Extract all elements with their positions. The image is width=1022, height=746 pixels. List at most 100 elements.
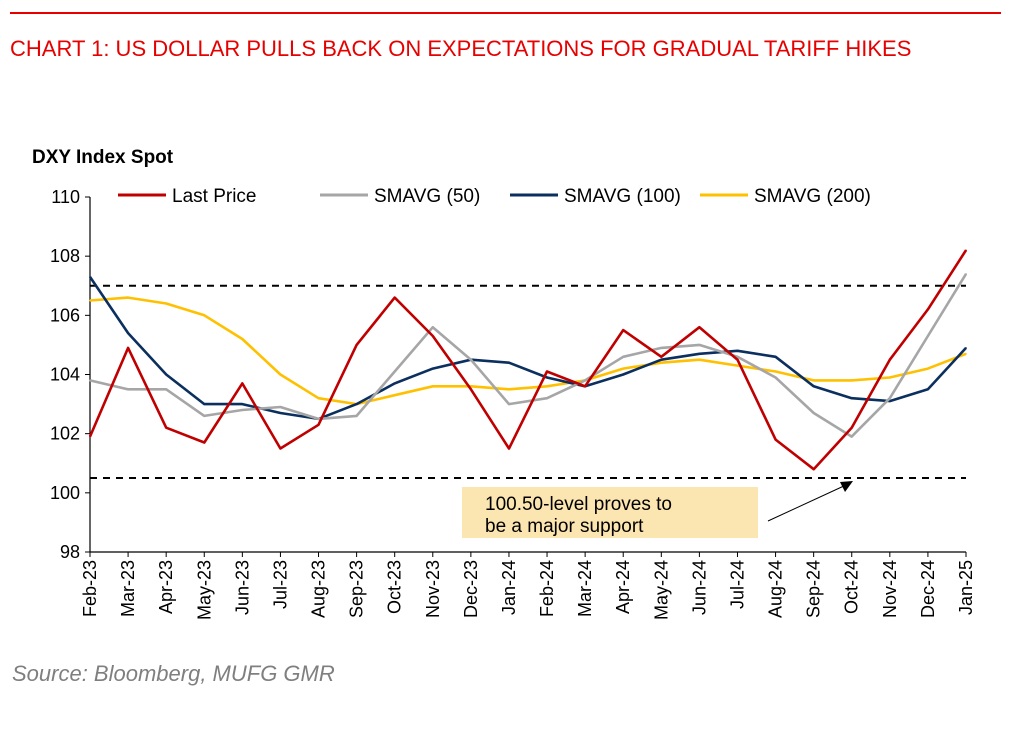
legend: Last Price SMAVG (50) SMAVG (100) SMAVG (20… bbox=[118, 186, 871, 207]
data-point-smavg-50 bbox=[241, 409, 244, 411]
annotation-arrow-line bbox=[767, 484, 847, 522]
x-tick-label: Jan-25 bbox=[956, 560, 976, 615]
x-tick-label: Jul-24 bbox=[727, 560, 747, 609]
data-point-smavg-100 bbox=[279, 412, 282, 414]
data-point-smavg-200 bbox=[431, 385, 434, 388]
annotation-line-1: 100.50-level proves to bbox=[485, 494, 672, 515]
y-tick-label: 102 bbox=[50, 424, 80, 444]
data-point-last-price bbox=[850, 426, 853, 429]
data-point-last-price bbox=[965, 249, 967, 252]
series-line-last-price bbox=[88, 249, 968, 471]
data-point-smavg-200 bbox=[622, 367, 625, 370]
data-point-smavg-100 bbox=[889, 400, 891, 402]
data-point-smavg-100 bbox=[812, 385, 815, 388]
data-point-smavg-50 bbox=[431, 326, 434, 328]
data-point-smavg-50 bbox=[736, 355, 739, 358]
data-point-smavg-200 bbox=[89, 299, 91, 302]
x-tick-label: Mar-24 bbox=[575, 560, 595, 617]
data-point-last-price bbox=[393, 296, 396, 299]
x-tick-label: Aug-24 bbox=[766, 560, 786, 618]
data-point-smavg-200 bbox=[889, 376, 891, 379]
data-point-last-price bbox=[165, 426, 167, 429]
data-point-smavg-200 bbox=[927, 367, 929, 370]
data-point-smavg-50 bbox=[850, 435, 853, 438]
data-point-last-price bbox=[927, 308, 929, 311]
series-line-smavg-100 bbox=[88, 276, 967, 421]
data-point-smavg-200 bbox=[279, 373, 282, 376]
data-point-last-price bbox=[812, 468, 815, 470]
x-tick-label: Feb-23 bbox=[80, 560, 100, 617]
data-point-last-price bbox=[546, 370, 548, 373]
data-point-smavg-200 bbox=[317, 397, 320, 399]
data-point-smavg-200 bbox=[203, 314, 206, 317]
x-tick-label: Nov-24 bbox=[880, 560, 900, 618]
annotation-line-2: be a major support bbox=[485, 516, 644, 537]
data-point-last-price bbox=[279, 447, 282, 450]
series-lines bbox=[88, 249, 968, 471]
data-point-smavg-50 bbox=[127, 388, 129, 391]
x-tick-label: Jul-23 bbox=[270, 560, 290, 609]
data-point-smavg-50 bbox=[89, 379, 91, 382]
legend-label: Last Price bbox=[172, 186, 256, 207]
data-point-smavg-50 bbox=[279, 406, 282, 408]
y-tick-label: 108 bbox=[50, 246, 80, 266]
x-tick-label: Sep-24 bbox=[804, 560, 824, 618]
page-title: CHART 1: US DOLLAR PULLS BACK ON EXPECTA… bbox=[10, 36, 912, 61]
data-point-smavg-100 bbox=[622, 373, 625, 376]
y-tick-label: 110 bbox=[51, 187, 80, 207]
y-tick-label: 106 bbox=[50, 305, 80, 325]
chart-title: DXY Index Spot bbox=[32, 147, 174, 168]
data-point-smavg-50 bbox=[965, 273, 967, 275]
data-point-smavg-100 bbox=[431, 367, 434, 370]
annotation-arrowhead bbox=[840, 481, 853, 492]
annotation-box bbox=[462, 487, 758, 538]
data-point-last-price bbox=[774, 438, 777, 441]
x-tick-label: Feb-24 bbox=[537, 560, 557, 617]
x-tick-label: Nov-23 bbox=[423, 560, 443, 618]
data-point-smavg-50 bbox=[355, 415, 358, 417]
y-tick-label: 98 bbox=[60, 542, 80, 562]
data-point-last-price bbox=[89, 435, 91, 438]
data-point-smavg-200 bbox=[698, 358, 701, 361]
data-point-smavg-50 bbox=[812, 412, 815, 414]
reference-lines bbox=[90, 284, 966, 480]
y-tick-label: 104 bbox=[50, 365, 80, 385]
data-point-last-price bbox=[736, 358, 739, 361]
data-point-last-price bbox=[584, 385, 586, 388]
data-point-last-price bbox=[317, 423, 320, 426]
data-point-last-price bbox=[470, 388, 472, 391]
data-point-smavg-100 bbox=[546, 376, 548, 379]
data-point-smavg-50 bbox=[889, 397, 891, 399]
data-point-smavg-100 bbox=[698, 352, 701, 355]
data-point-smavg-100 bbox=[127, 332, 129, 334]
data-point-last-price bbox=[698, 326, 701, 328]
data-point-last-price bbox=[622, 329, 625, 331]
data-point-smavg-50 bbox=[660, 347, 663, 349]
data-point-smavg-200 bbox=[241, 338, 244, 340]
header-rule bbox=[10, 12, 1001, 14]
data-point-last-price bbox=[889, 358, 891, 361]
y-tick-label: 100 bbox=[50, 483, 80, 503]
data-point-last-price bbox=[203, 441, 206, 444]
x-tick-label: May-24 bbox=[651, 560, 671, 620]
data-point-smavg-200 bbox=[546, 385, 548, 388]
x-tick-label: Dec-23 bbox=[461, 560, 481, 618]
data-point-smavg-100 bbox=[508, 361, 510, 364]
y-axis: 98 100 102 104 106 108 110 bbox=[50, 187, 91, 562]
x-tick-label: Apr-23 bbox=[156, 560, 176, 614]
data-point-last-price bbox=[355, 344, 358, 346]
data-point-smavg-50 bbox=[774, 376, 777, 379]
data-point-smavg-200 bbox=[736, 364, 739, 367]
series-line-smavg-200 bbox=[89, 296, 967, 406]
data-point-smavg-50 bbox=[508, 403, 510, 405]
data-point-smavg-50 bbox=[317, 418, 320, 420]
data-point-smavg-200 bbox=[850, 379, 853, 382]
x-tick-label: Dec-24 bbox=[918, 560, 938, 618]
data-point-last-price bbox=[127, 347, 129, 349]
data-point-smavg-50 bbox=[165, 388, 167, 391]
data-point-smavg-100 bbox=[774, 355, 777, 358]
data-point-smavg-200 bbox=[965, 352, 967, 355]
data-point-last-price bbox=[508, 447, 510, 450]
data-point-smavg-50 bbox=[546, 397, 548, 399]
